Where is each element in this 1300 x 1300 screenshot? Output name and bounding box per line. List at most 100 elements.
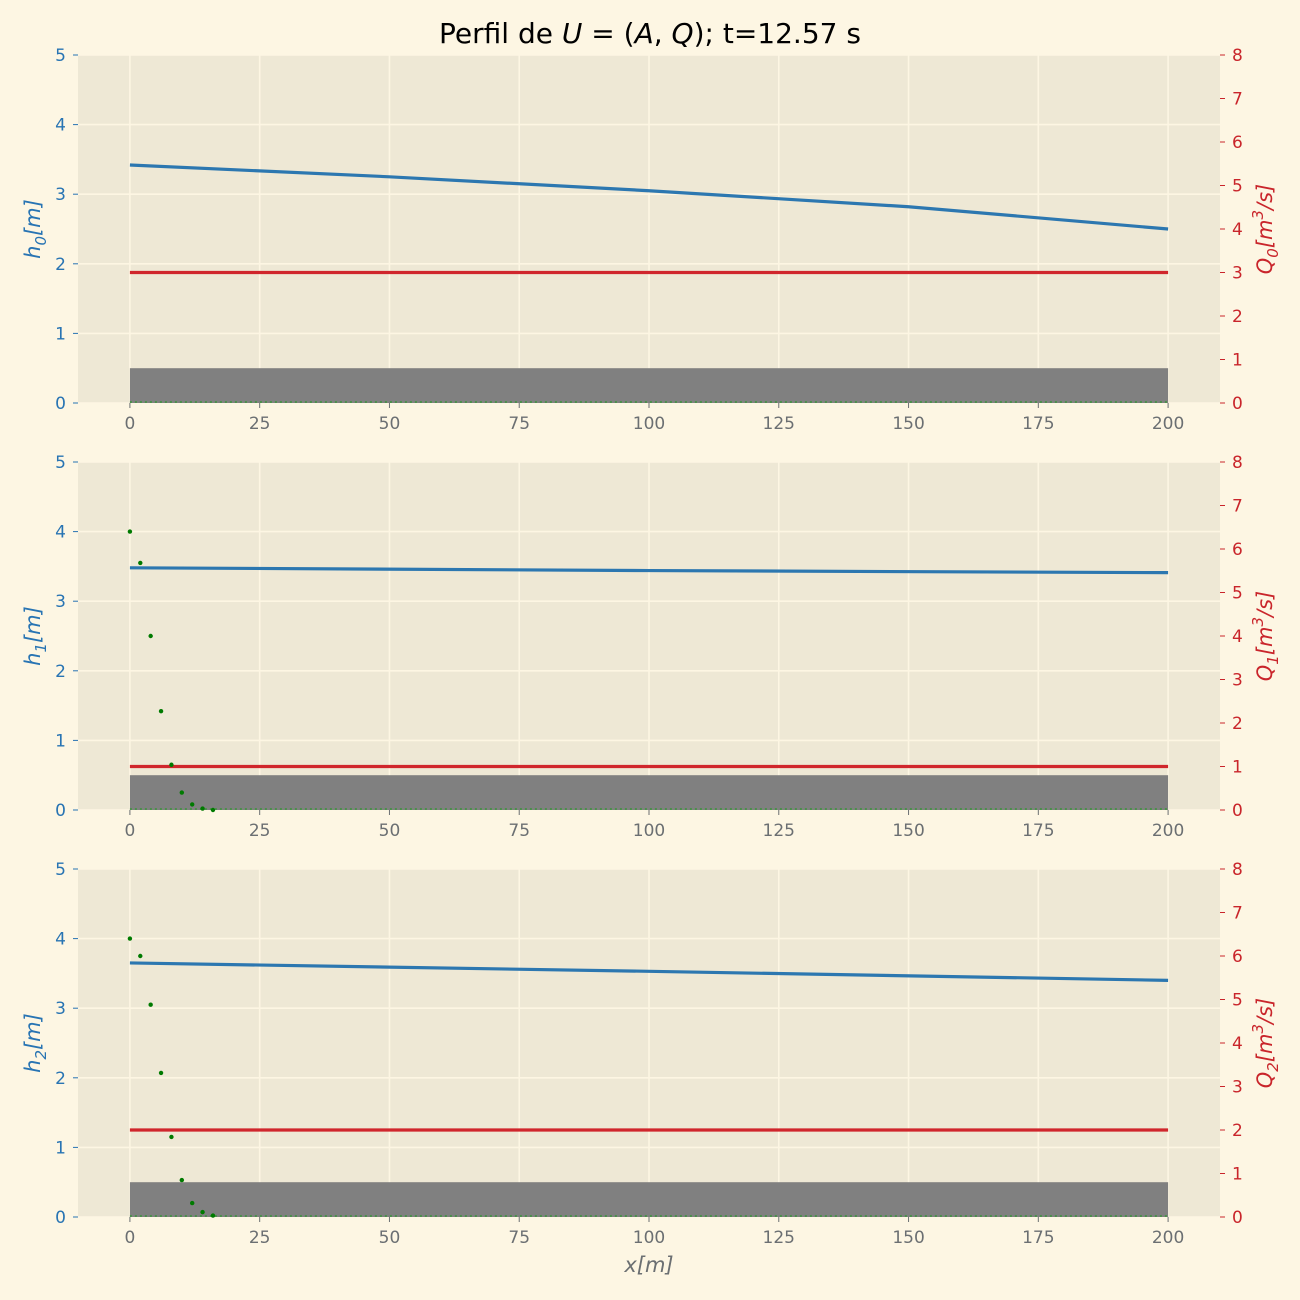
y-tick-label-left: 3 <box>55 185 66 205</box>
y-tick-label-left: 5 <box>55 453 66 473</box>
y-tick-label-left: 4 <box>55 523 66 543</box>
data-point <box>179 1177 185 1183</box>
panels: 0 25 50 75 100 125 150 175 200012345012345678h0[… <box>21 46 1282 1248</box>
bed-block <box>129 1182 1169 1217</box>
data-point <box>200 1209 205 1215</box>
y-axis-label-left: h2[m] <box>21 1013 50 1073</box>
y-tick-label-right: 5 <box>1232 991 1243 1011</box>
y-tick-label-right: 5 <box>1232 177 1243 197</box>
x-tick-label: 75 <box>508 821 530 841</box>
data-point <box>127 529 133 534</box>
y-tick-label-right: 3 <box>1232 264 1243 284</box>
y-tick-label-right: 2 <box>1232 307 1243 327</box>
y-tick-label-right: 2 <box>1232 714 1243 734</box>
y-tick-label-left: 2 <box>55 1069 66 1089</box>
y-tick-label-left: 3 <box>55 592 66 612</box>
bed-block <box>129 775 1169 810</box>
x-tick-label: 25 <box>249 821 271 841</box>
data-point <box>190 802 195 807</box>
x-tick-label: 200 <box>1152 821 1184 841</box>
data-point <box>210 1213 216 1218</box>
depth-line <box>129 566 1169 575</box>
y-tick-label-left: 1 <box>55 324 66 344</box>
data-point <box>138 953 143 959</box>
y-tick-label-right: 0 <box>1232 1208 1243 1228</box>
x-tick-label: 100 <box>633 414 665 434</box>
y-tick-label-right: 8 <box>1232 453 1243 473</box>
y-tick-label-right: 6 <box>1232 133 1243 153</box>
y-tick-label-left: 1 <box>55 731 66 751</box>
y-axis-label-right: Q1[m3/s] <box>1249 591 1282 682</box>
y-tick-label-left: 4 <box>55 116 66 136</box>
data-point <box>169 1134 174 1140</box>
x-tick-label: 25 <box>249 1228 271 1248</box>
x-tick-label: 0 <box>124 414 135 434</box>
x-tick-label: 100 <box>633 821 665 841</box>
y-tick-label-right: 7 <box>1232 497 1243 517</box>
depth-line <box>129 163 1169 231</box>
y-axis-label-left: h1[m] <box>21 606 50 666</box>
panel-1: 0 25 50 75 100 125 150 175 200012345012345678h1[… <box>21 453 1282 841</box>
y-tick-label-right: 4 <box>1232 1034 1243 1054</box>
y-axis-label-left: h0[m] <box>21 199 50 259</box>
x-tick-label: 125 <box>763 821 795 841</box>
data-point <box>210 807 216 813</box>
data-point <box>148 1002 153 1007</box>
data-point <box>158 708 164 714</box>
y-tick-label-right: 7 <box>1232 904 1243 924</box>
x-tick-label: 200 <box>1152 414 1184 434</box>
y-tick-label-left: 1 <box>55 1138 66 1158</box>
y-axis-label-right: Q2[m3/s] <box>1249 998 1282 1089</box>
x-tick-label: 0 <box>124 821 135 841</box>
x-tick-label: 175 <box>1022 1228 1054 1248</box>
x-tick-label: 150 <box>892 1228 924 1248</box>
y-tick-label-right: 4 <box>1232 627 1243 647</box>
x-axis-label: x[m] <box>623 1253 673 1277</box>
x-tick-label: 150 <box>892 414 924 434</box>
panel-0: 0 25 50 75 100 125 150 175 200012345012345678h0[… <box>21 46 1282 434</box>
data-point <box>148 633 153 639</box>
y-tick-label-left: 5 <box>55 46 66 66</box>
y-tick-label-right: 3 <box>1232 1078 1243 1098</box>
y-tick-label-left: 0 <box>55 801 66 821</box>
data-point <box>138 560 143 566</box>
x-tick-label: 25 <box>249 414 271 434</box>
data-point <box>190 1200 195 1206</box>
data-point <box>127 936 133 941</box>
y-tick-label-left: 5 <box>55 860 66 880</box>
data-point <box>158 1070 164 1076</box>
x-tick-label: 0 <box>124 1228 135 1248</box>
y-tick-label-right: 6 <box>1232 947 1243 967</box>
y-tick-label-left: 0 <box>55 1208 66 1228</box>
x-tick-label: 150 <box>892 821 924 841</box>
y-axis-label-right: Q0[m3/s] <box>1249 184 1282 275</box>
y-tick-label-right: 1 <box>1232 1165 1243 1185</box>
panel-2: 0 25 50 75 100 125 150 175 200012345012345678h2[… <box>21 860 1282 1248</box>
y-tick-label-right: 4 <box>1232 220 1243 240</box>
x-tick-label: 175 <box>1022 414 1054 434</box>
y-tick-label-right: 6 <box>1232 540 1243 560</box>
y-tick-label-left: 2 <box>55 255 66 275</box>
y-tick-label-right: 5 <box>1232 584 1243 604</box>
y-tick-label-left: 0 <box>55 394 66 414</box>
y-tick-label-right: 0 <box>1232 801 1243 821</box>
y-tick-label-right: 8 <box>1232 46 1243 66</box>
x-tick-label: 50 <box>379 414 401 434</box>
x-tick-label: 125 <box>763 1228 795 1248</box>
x-tick-label: 75 <box>508 414 530 434</box>
data-point <box>169 762 174 767</box>
data-point <box>179 790 185 795</box>
x-tick-label: 50 <box>379 1228 401 1248</box>
y-tick-label-right: 1 <box>1232 351 1243 371</box>
y-tick-label-right: 7 <box>1232 90 1243 110</box>
y-tick-label-right: 2 <box>1232 1121 1243 1141</box>
x-tick-label: 175 <box>1022 821 1054 841</box>
x-tick-label: 200 <box>1152 1228 1184 1248</box>
x-tick-label: 75 <box>508 1228 530 1248</box>
data-point <box>200 806 205 811</box>
bed-block <box>129 368 1169 403</box>
y-tick-label-right: 8 <box>1232 860 1243 880</box>
x-tick-label: 125 <box>763 414 795 434</box>
y-tick-label-right: 1 <box>1232 758 1243 778</box>
